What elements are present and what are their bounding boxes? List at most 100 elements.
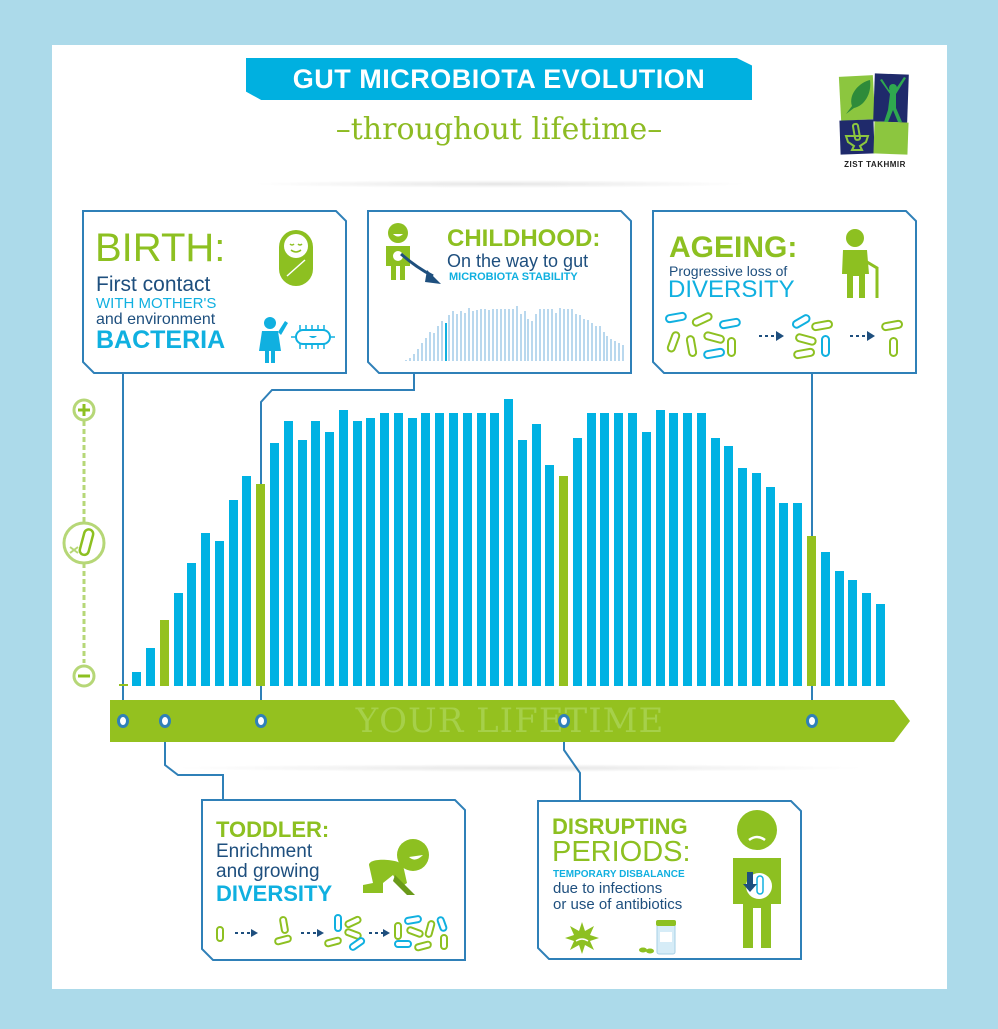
mini-bar <box>535 313 538 361</box>
bacteria-diversity-loss-icon <box>665 311 903 360</box>
disrupting-line3: or use of antibiotics <box>553 896 683 913</box>
mini-bar <box>590 323 593 361</box>
stage-box-birth: BIRTH: First contact WITH MOTHER'S and e… <box>82 210 347 374</box>
bar <box>669 413 679 686</box>
mini-bar <box>452 310 455 361</box>
bar <box>531 423 541 686</box>
bacteria-icon <box>62 521 106 565</box>
mini-bar <box>408 358 411 361</box>
childhood-line1: On the way to gut <box>447 251 589 271</box>
mini-bar <box>566 309 569 361</box>
mini-bar <box>547 309 550 361</box>
leaf-icon <box>838 75 876 121</box>
mini-bar <box>480 309 483 361</box>
bar <box>696 413 706 686</box>
lifetime-timeline <box>110 700 910 742</box>
bar <box>683 413 693 686</box>
logo <box>838 73 909 155</box>
page-title: GUT MICROBIOTA EVOLUTION <box>292 63 706 94</box>
mini-bar <box>618 343 621 361</box>
mini-bar <box>539 309 542 361</box>
bar <box>297 440 307 686</box>
birth-line3: and environment <box>96 311 216 328</box>
birth-line2: WITH MOTHER'S <box>96 295 217 312</box>
bar <box>504 399 514 686</box>
bar <box>848 579 858 686</box>
mini-bar <box>519 314 522 361</box>
subtitle-text: throughout lifetime <box>350 112 648 147</box>
bar <box>338 410 348 686</box>
virus-icon <box>565 922 599 954</box>
bar <box>765 486 775 686</box>
bar <box>146 647 156 686</box>
arrow-icon <box>400 252 441 284</box>
bar <box>600 413 610 686</box>
bar <box>614 413 624 686</box>
mini-bar <box>622 345 625 361</box>
mini-bar <box>495 309 498 361</box>
mini-bar <box>527 318 530 361</box>
bar <box>448 413 458 686</box>
marker-toddler <box>159 714 171 728</box>
mini-bar <box>440 320 443 361</box>
bar <box>862 593 872 686</box>
bar <box>476 413 486 686</box>
mini-bar <box>464 312 467 361</box>
sad-person-icon <box>733 810 781 948</box>
bar <box>325 432 335 686</box>
toddler-heading: TODDLER: <box>216 817 330 842</box>
marker-ageing <box>806 714 818 728</box>
timeline-label: YOUR LIFETIME <box>355 701 665 741</box>
mini-bar <box>448 314 451 361</box>
bar <box>586 413 596 686</box>
mini-bar <box>491 309 494 361</box>
mini-bar <box>610 339 613 361</box>
bar <box>517 440 527 686</box>
mini-bar <box>424 337 427 361</box>
mini-bar <box>460 310 463 361</box>
crawling-baby-icon <box>363 839 429 895</box>
mini-bar <box>416 348 419 361</box>
mini-bar <box>472 310 475 361</box>
mortar-pestle-icon <box>839 119 875 155</box>
elderly-person-icon <box>842 229 879 298</box>
bar <box>779 503 789 686</box>
mini-bar <box>484 309 486 361</box>
ageing-line2: DIVERSITY <box>668 276 795 303</box>
mini-bar <box>563 309 565 361</box>
bar <box>242 475 252 686</box>
bar-highlight <box>807 535 816 686</box>
bar <box>283 421 293 686</box>
mini-bar <box>456 314 459 361</box>
bar <box>834 571 844 686</box>
mini-bar <box>578 315 581 361</box>
bar-highlight <box>118 684 128 686</box>
toddler-line3: DIVERSITY <box>216 881 333 906</box>
bar <box>641 432 651 686</box>
bar <box>269 443 279 686</box>
bacteria-icon <box>291 325 335 349</box>
bar <box>311 421 321 686</box>
mother-icon <box>259 317 288 363</box>
bar <box>407 418 417 686</box>
mini-bar <box>515 306 518 361</box>
bar <box>228 500 238 686</box>
bar <box>875 604 885 686</box>
mini-bar <box>428 331 431 361</box>
ageing-heading: AGEING: <box>669 231 798 264</box>
bar <box>201 533 211 686</box>
mini-bar <box>551 309 554 361</box>
bar <box>820 552 830 686</box>
mini-bar <box>511 309 514 361</box>
child-icon <box>386 223 410 280</box>
mini-bar <box>444 322 447 361</box>
mini-bar <box>420 343 423 361</box>
mini-bar <box>476 310 479 361</box>
mini-bar <box>598 326 601 361</box>
disrupting-line2: due to infections <box>553 880 663 897</box>
bar <box>793 503 803 686</box>
mini-bar <box>582 319 585 361</box>
plus-icon <box>72 398 96 422</box>
subtitle: –throughout lifetime– <box>246 112 752 147</box>
